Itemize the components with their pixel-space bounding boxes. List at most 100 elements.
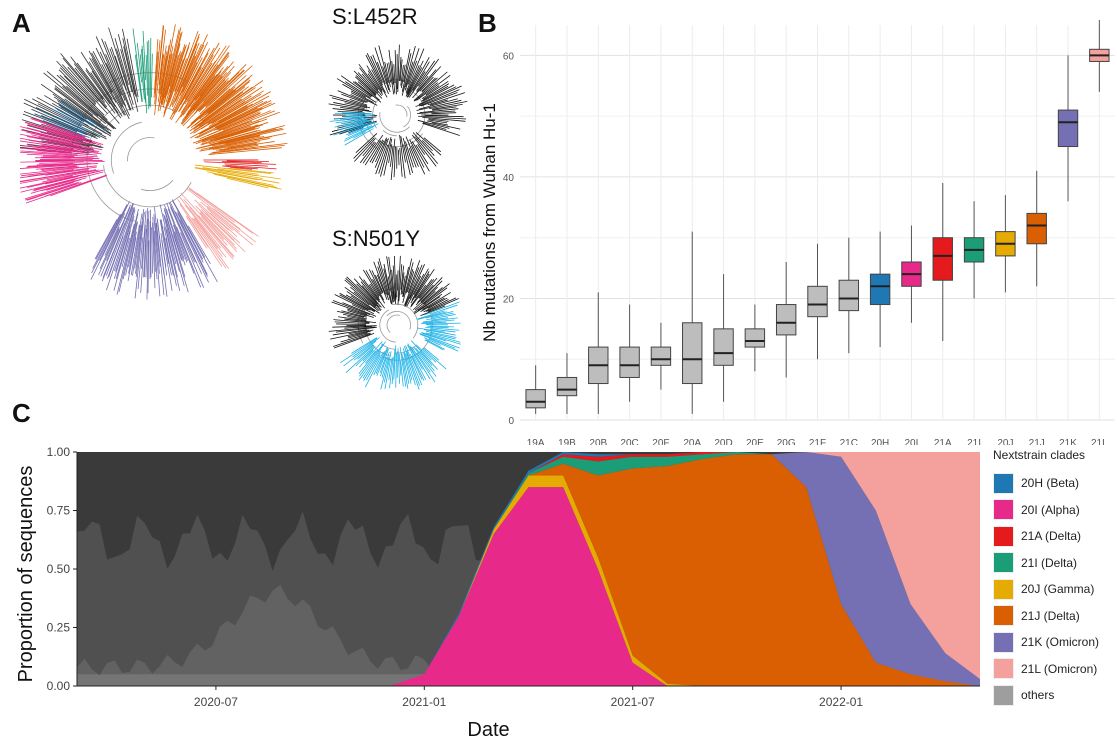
tree-leaf xyxy=(415,347,435,372)
tree-leaf xyxy=(344,279,381,312)
tree-leaf xyxy=(62,57,107,109)
tree-leaf xyxy=(173,57,203,115)
tree-leaf xyxy=(398,149,400,166)
tree-leaf xyxy=(419,89,460,107)
tree-leaf xyxy=(414,296,441,314)
tree-leaf xyxy=(41,124,104,146)
tree-leaf xyxy=(114,38,129,86)
tree-leaf xyxy=(381,351,390,378)
tree-leaf xyxy=(194,100,272,139)
tree-leaf xyxy=(107,207,134,279)
tree-leaf xyxy=(359,343,384,377)
tree-leaf xyxy=(391,269,396,302)
tree-leaf xyxy=(41,140,95,151)
tree-leaf xyxy=(416,327,446,333)
area-series-21J xyxy=(77,454,980,686)
tree-leaf xyxy=(405,345,423,386)
tree-leaf xyxy=(27,163,76,167)
tree-leaf xyxy=(51,118,88,134)
tree-leaf xyxy=(169,52,182,93)
x-tick-label: 20C xyxy=(620,438,638,445)
tree-leaf xyxy=(388,256,395,299)
tree-leaf xyxy=(350,295,376,312)
tree-leaf xyxy=(179,44,205,96)
tree-leaf xyxy=(401,45,416,96)
tree-leaf xyxy=(148,40,150,107)
tree-leaf xyxy=(404,264,423,307)
tree-leaf xyxy=(400,64,406,89)
tree-leaf xyxy=(422,83,450,100)
tree-leaf xyxy=(392,265,397,305)
tree-leaf xyxy=(184,47,221,105)
tree-leaf xyxy=(376,348,389,376)
tree-leaf xyxy=(402,262,414,304)
tree-leaf xyxy=(218,121,249,135)
box-body xyxy=(1057,109,1079,148)
tree-leaf xyxy=(419,76,434,92)
tree-leaf xyxy=(201,124,263,145)
tree-leaf xyxy=(52,93,112,134)
tree-leaf xyxy=(164,208,186,278)
legend-swatch xyxy=(993,605,1014,627)
tree-leaf xyxy=(85,69,111,105)
tree-leaf xyxy=(339,294,369,311)
tree-leaf xyxy=(414,287,443,311)
tree-leaf xyxy=(209,124,258,141)
tree-leaf xyxy=(113,209,136,280)
tree-leaf xyxy=(199,138,270,152)
tree-leaf xyxy=(169,54,179,87)
tree-leaf xyxy=(46,181,74,191)
tree-leaf xyxy=(369,283,380,298)
tree-leaf xyxy=(154,207,161,267)
tree-leaf xyxy=(194,164,271,175)
tree-leaf xyxy=(207,95,252,124)
tree-leaf xyxy=(401,53,412,92)
tree-leaf xyxy=(429,332,456,340)
tree-leaf xyxy=(333,333,371,347)
tree-leaf xyxy=(175,53,209,113)
tree-leaf xyxy=(419,351,433,366)
tree-leaf xyxy=(350,286,376,308)
tree-leaf xyxy=(192,110,276,144)
tree-leaf xyxy=(76,62,116,114)
tree-leaf xyxy=(58,69,96,106)
tree-leaf xyxy=(205,89,237,116)
legend-label: 21J (Delta) xyxy=(1021,608,1080,623)
tree-leaf xyxy=(334,112,375,115)
tree-leaf xyxy=(408,147,417,168)
tree-leaf xyxy=(20,169,104,189)
tree-leaf xyxy=(91,52,127,116)
tree-leaf xyxy=(169,42,208,120)
tree-leaf xyxy=(104,41,132,111)
tree-leaf xyxy=(353,344,373,361)
legend-label: 20H (Beta) xyxy=(1021,476,1080,491)
tree-leaf xyxy=(330,329,374,340)
tree-leaf xyxy=(73,63,106,103)
tree-leaf xyxy=(342,302,377,317)
tree-leaf xyxy=(397,348,400,384)
tree-leaf xyxy=(185,70,222,116)
tree-branch xyxy=(382,130,397,137)
tree-leaf xyxy=(413,346,437,377)
tree-leaf xyxy=(427,326,449,329)
tree-leaf xyxy=(60,53,120,124)
tree-leaf xyxy=(186,215,209,248)
tree-leaf xyxy=(161,239,168,276)
tree-leaf xyxy=(198,215,235,257)
tree-leaf xyxy=(346,291,380,314)
tree-leaf xyxy=(121,237,131,267)
tree-leaf xyxy=(54,88,112,132)
tree-leaf xyxy=(393,255,397,300)
tree-clade xyxy=(328,255,459,349)
box-21I xyxy=(963,201,985,299)
tree-leaf xyxy=(413,71,448,101)
tree-clade xyxy=(177,186,259,269)
tree-leaf xyxy=(351,304,366,311)
tree-leaf xyxy=(60,106,94,127)
tree-leaf xyxy=(389,146,394,167)
x-tick-label: 21F xyxy=(809,438,826,445)
tree-leaf xyxy=(375,137,387,163)
tree-leaf xyxy=(30,118,86,138)
tree-leaf xyxy=(336,323,366,325)
tree-leaf xyxy=(64,98,109,131)
